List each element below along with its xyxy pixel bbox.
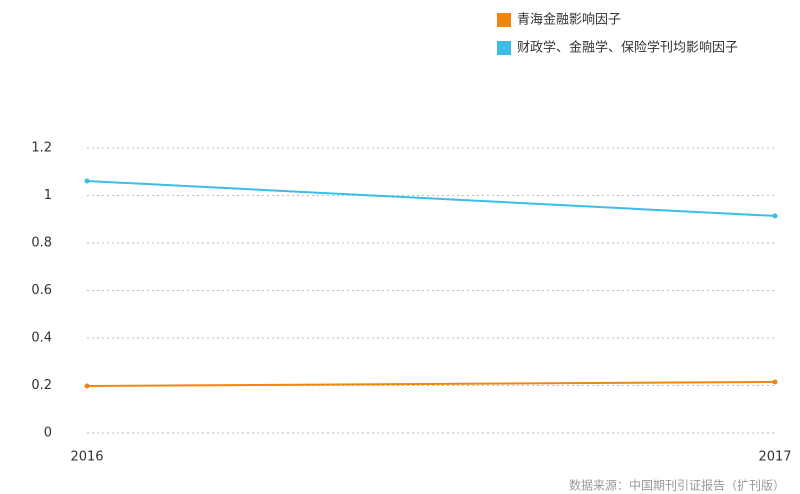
x-tick-label: 2016 [70, 450, 103, 465]
y-tick-label: 0.8 [31, 236, 52, 251]
data-point [84, 178, 90, 184]
legend-swatch [497, 13, 511, 27]
y-tick-label: 1.2 [31, 141, 52, 156]
data-point [772, 379, 778, 385]
data-point [772, 213, 778, 219]
y-tick-label: 0.6 [31, 283, 52, 298]
source-note: 数据来源：中国期刊引证报告（扩刊版） [569, 478, 785, 493]
data-point [84, 383, 90, 389]
series-line [86, 180, 776, 217]
y-tick-label: 1 [44, 188, 52, 203]
y-tick-label: 0.2 [31, 378, 52, 393]
y-tick-label: 0 [44, 426, 52, 441]
y-tick-label: 0.4 [31, 331, 52, 346]
legend-label: 财政学、金融学、保险学刊均影响因子 [517, 40, 738, 56]
legend-swatch [497, 41, 511, 55]
x-tick-label: 2017 [758, 450, 791, 465]
series-line [86, 380, 776, 387]
legend-label: 青海金融影响因子 [517, 12, 621, 28]
